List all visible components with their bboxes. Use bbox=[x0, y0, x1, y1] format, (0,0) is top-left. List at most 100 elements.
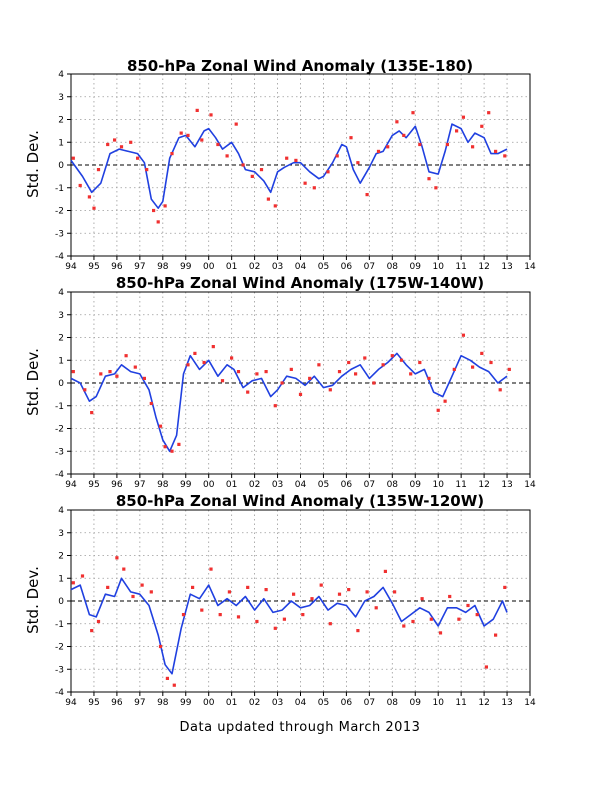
y-tick-label: 4 bbox=[58, 70, 64, 80]
x-tick-label: 99 bbox=[180, 262, 192, 272]
monthly-data-point bbox=[266, 197, 270, 201]
monthly-data-point bbox=[186, 133, 190, 137]
monthly-data-point bbox=[165, 676, 169, 680]
y-axis-label-3: Std. Dev. bbox=[24, 566, 42, 634]
monthly-data-point bbox=[145, 168, 149, 172]
monthly-data-point bbox=[92, 206, 96, 210]
monthly-data-point bbox=[200, 608, 204, 612]
monthly-data-point bbox=[246, 390, 250, 394]
x-tick-label: 05 bbox=[318, 480, 329, 490]
x-tick-label: 12 bbox=[478, 698, 489, 708]
monthly-data-point bbox=[177, 442, 181, 446]
x-tick-label: 98 bbox=[157, 698, 169, 708]
monthly-data-point bbox=[395, 120, 399, 124]
monthly-data-point bbox=[418, 360, 422, 365]
x-tick-label: 13 bbox=[501, 698, 512, 708]
monthly-data-point bbox=[372, 381, 376, 385]
monthly-data-point bbox=[115, 374, 119, 378]
x-tick-label: 05 bbox=[318, 262, 329, 272]
monthly-data-point bbox=[78, 183, 82, 188]
monthly-data-point bbox=[83, 388, 87, 392]
y-tick-label: -1 bbox=[55, 402, 64, 412]
x-tick-label: 13 bbox=[501, 480, 512, 490]
monthly-data-point bbox=[471, 145, 475, 149]
monthly-data-point bbox=[507, 367, 511, 371]
monthly-data-point bbox=[427, 376, 431, 380]
monthly-data-point bbox=[409, 372, 413, 376]
monthly-data-point bbox=[140, 583, 144, 587]
monthly-data-point bbox=[448, 594, 452, 599]
x-tick-label: 10 bbox=[432, 262, 444, 272]
monthly-data-point bbox=[386, 145, 390, 149]
x-tick-label: 07 bbox=[364, 480, 375, 490]
monthly-data-point bbox=[310, 597, 314, 601]
x-tick-label: 00 bbox=[203, 698, 215, 708]
monthly-data-point bbox=[434, 186, 438, 190]
monthly-data-point bbox=[133, 365, 137, 369]
monthly-data-point bbox=[209, 113, 213, 117]
monthly-data-point bbox=[236, 615, 241, 619]
x-tick-label: 02 bbox=[249, 262, 260, 272]
x-tick-label: 09 bbox=[410, 698, 422, 708]
monthly-data-point bbox=[273, 204, 277, 208]
monthly-data-point bbox=[319, 583, 323, 587]
monthly-data-point bbox=[234, 122, 238, 126]
y-tick-label: -2 bbox=[55, 425, 64, 435]
x-tick-label: 97 bbox=[134, 698, 145, 708]
x-tick-label: 11 bbox=[455, 262, 466, 272]
monthly-data-point bbox=[71, 156, 75, 160]
monthly-data-point bbox=[487, 111, 491, 115]
x-tick-label: 05 bbox=[318, 698, 329, 708]
chart-title-1: 850-hPa Zonal Wind Anomaly (135E-180) bbox=[127, 57, 473, 75]
monthly-data-point bbox=[250, 174, 254, 178]
monthly-data-point bbox=[393, 590, 397, 594]
y-tick-label: -3 bbox=[55, 665, 64, 675]
monthly-data-point bbox=[317, 363, 321, 367]
monthly-data-point bbox=[191, 585, 195, 589]
monthly-data-point bbox=[163, 445, 167, 449]
monthly-data-point bbox=[337, 370, 342, 374]
x-tick-label: 03 bbox=[272, 262, 283, 272]
monthly-data-point bbox=[108, 370, 112, 374]
monthly-data-point bbox=[402, 133, 406, 137]
monthly-data-point bbox=[381, 363, 385, 367]
x-tick-label: 94 bbox=[65, 698, 77, 708]
x-tick-label: 10 bbox=[432, 698, 444, 708]
monthly-data-point bbox=[494, 149, 498, 153]
x-tick-label: 11 bbox=[455, 698, 466, 708]
monthly-data-point bbox=[193, 351, 197, 355]
y-tick-label: 0 bbox=[58, 161, 64, 171]
y-tick-label: -4 bbox=[55, 252, 64, 262]
monthly-data-point bbox=[273, 404, 277, 408]
monthly-data-point bbox=[280, 381, 284, 385]
monthly-data-point bbox=[326, 170, 330, 174]
monthly-data-point bbox=[411, 111, 415, 115]
chart-panel-3: 850-hPa Zonal Wind Anomaly (135W-120W) S… bbox=[24, 492, 536, 708]
monthly-data-point bbox=[328, 622, 332, 626]
monthly-data-point bbox=[411, 619, 415, 624]
monthly-data-point bbox=[294, 158, 298, 162]
monthly-data-point bbox=[466, 603, 470, 608]
monthly-data-point bbox=[420, 597, 424, 601]
x-tick-label: 01 bbox=[226, 262, 237, 272]
monthly-data-point bbox=[246, 585, 250, 589]
monthly-data-point bbox=[445, 142, 449, 147]
monthly-data-point bbox=[475, 613, 479, 617]
monthly-data-point bbox=[255, 372, 259, 376]
x-tick-label: 97 bbox=[134, 480, 145, 490]
chart-panel-2: 850-hPa Zonal Wind Anomaly (175W-140W) S… bbox=[24, 274, 536, 490]
monthly-data-point bbox=[172, 683, 176, 687]
monthly-data-point bbox=[301, 613, 305, 617]
y-tick-label: -2 bbox=[55, 207, 64, 217]
y-tick-label: 1 bbox=[58, 356, 64, 366]
monthly-data-point bbox=[186, 363, 190, 367]
x-tick-label: 01 bbox=[226, 480, 237, 490]
monthly-data-point bbox=[363, 356, 367, 360]
y-tick-label: 2 bbox=[58, 334, 64, 344]
x-tick-label: 95 bbox=[88, 698, 99, 708]
monthly-data-point bbox=[354, 372, 358, 376]
monthly-data-point bbox=[282, 617, 286, 621]
x-tick-label: 96 bbox=[111, 480, 123, 490]
monthly-data-point bbox=[347, 588, 351, 592]
x-tick-label: 95 bbox=[88, 262, 99, 272]
